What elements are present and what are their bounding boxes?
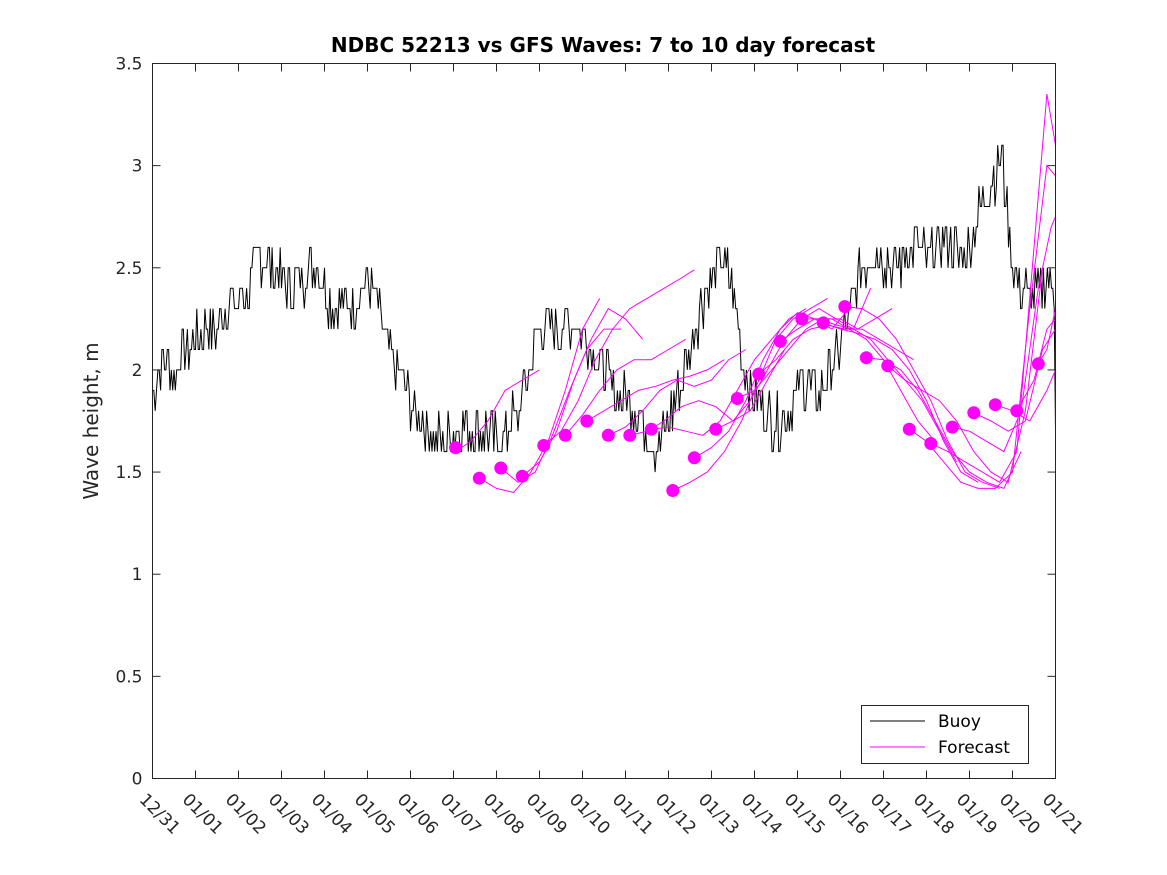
forecast-marker (1010, 404, 1024, 418)
forecast-marker (537, 439, 551, 452)
forecast-marker (752, 367, 766, 381)
buoy-series (152, 144, 1056, 473)
forecast-line (737, 308, 893, 399)
forecast-marker (494, 461, 508, 475)
forecast-marker (1031, 357, 1045, 371)
forecast-marker (881, 359, 895, 373)
forecast-marker (902, 422, 916, 436)
forecast-series (455, 94, 1056, 494)
forecast-line (1016, 318, 1056, 412)
legend-box (861, 705, 1029, 764)
forecast-line (479, 298, 601, 494)
forecast-marker (816, 316, 830, 330)
forecast-marker (644, 422, 658, 436)
forecast-marker (773, 334, 787, 348)
y-tick-label: 1.5 (115, 463, 142, 483)
y-axis-label: Wave height, m (79, 342, 103, 499)
forecast-line (715, 288, 872, 430)
forecast-line (909, 164, 1056, 489)
forecast-marker (515, 469, 529, 483)
y-tick-label: 0 (132, 770, 143, 790)
forecast-marker (859, 351, 873, 365)
legend-forecast-label: Forecast (938, 738, 1010, 758)
y-axis: 0 0.5 1 1.5 2 2.5 3 3.5 (115, 55, 1056, 790)
forecast-marker (449, 441, 463, 455)
forecast-marker (623, 428, 637, 442)
forecast-line (564, 338, 686, 436)
forecast-marker (967, 406, 981, 420)
forecast-marker (945, 420, 959, 434)
forecast-line (780, 318, 936, 442)
chart-title: NDBC 52213 vs GFS Waves: 7 to 10 day for… (331, 33, 876, 57)
legend: Buoy Forecast (861, 705, 1029, 764)
forecast-marker (838, 300, 852, 314)
y-tick-label: 2 (132, 361, 143, 381)
forecast-marker (795, 312, 809, 326)
forecast-line (930, 94, 1056, 483)
forecast-line (952, 216, 1056, 453)
y-tick-label: 1 (132, 565, 143, 585)
forecast-marker (580, 414, 594, 428)
forecast-marker (730, 392, 744, 405)
forecast-marker (472, 471, 486, 485)
forecast-marker (709, 422, 723, 436)
forecast-marker (924, 437, 938, 450)
forecast-line (586, 359, 725, 422)
forecast-line (995, 369, 1056, 422)
forecast-markers (449, 300, 1045, 497)
y-tick-label: 3 (132, 157, 143, 177)
forecast-marker (601, 428, 615, 442)
y-tick-label: 3.5 (115, 55, 142, 75)
forecast-line (455, 369, 540, 453)
forecast-line (608, 349, 747, 436)
forecast-line (823, 322, 979, 483)
y-tick-label: 0.5 (115, 667, 142, 687)
buoy-line (152, 144, 1056, 473)
forecast-line (973, 328, 1056, 432)
plot-area-frame (152, 63, 1056, 779)
forecast-marker (687, 451, 701, 465)
forecast-marker (988, 398, 1002, 412)
forecast-line (844, 306, 1000, 489)
forecast-line (543, 269, 695, 446)
forecast-marker (666, 484, 680, 497)
forecast-marker (558, 428, 572, 442)
y-tick-label: 2.5 (115, 259, 142, 279)
legend-buoy-label: Buoy (938, 712, 981, 732)
